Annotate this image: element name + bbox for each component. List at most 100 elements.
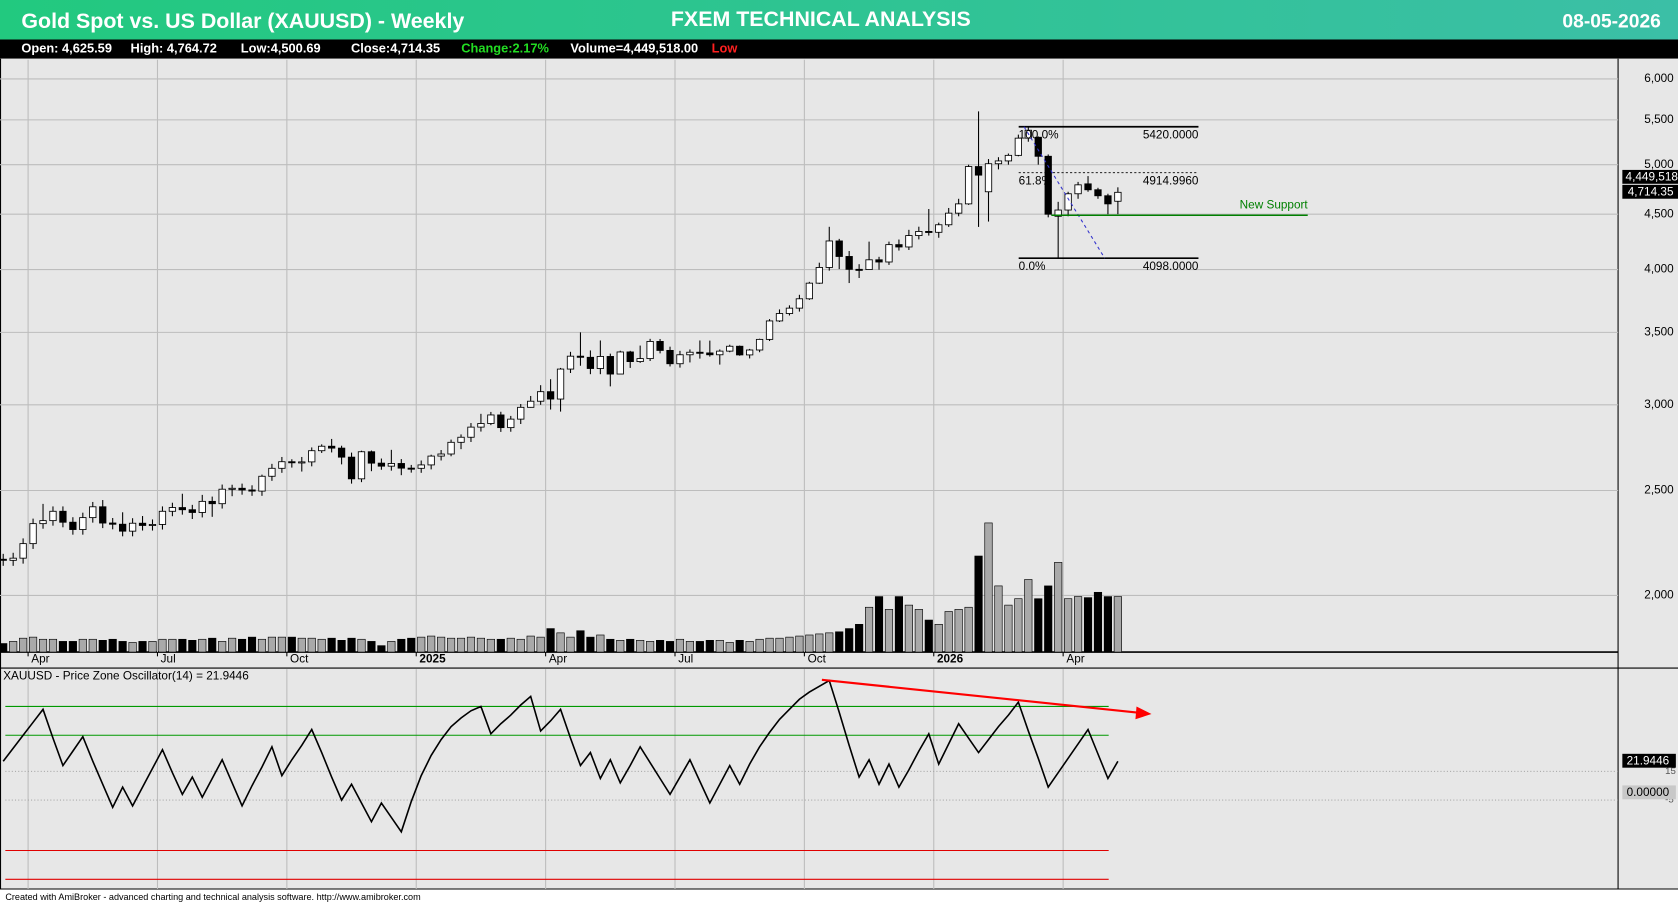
volume-bar (825, 632, 834, 653)
candle-body (1044, 155, 1052, 215)
volume-bar (865, 606, 874, 653)
candle-body (955, 203, 963, 214)
volume-bar (695, 641, 704, 653)
candle-body (497, 414, 505, 429)
candle-body (228, 487, 236, 490)
x-tick-label: Jul (161, 653, 176, 666)
candle-body (736, 345, 744, 356)
candle-body (168, 507, 177, 512)
volume-bar (447, 637, 456, 653)
volume-bar (456, 637, 466, 653)
candle-body (875, 259, 883, 263)
candle-body (447, 441, 455, 455)
candle-body (905, 235, 913, 248)
volume-bar (387, 641, 396, 653)
candle-body (1094, 189, 1102, 197)
volume-bar (526, 635, 535, 653)
zero-label: 0.00000 (1627, 786, 1670, 799)
volume-bar (0, 643, 8, 653)
date: 08-05-2026 (1562, 12, 1660, 33)
volume-bar (397, 638, 406, 653)
candle-body (656, 341, 664, 351)
volume-bar (1103, 596, 1112, 653)
volume-bar (19, 637, 28, 653)
candle-body (746, 349, 754, 356)
footer: Created with AmiBroker - advanced charti… (5, 892, 420, 902)
volume-bar (48, 638, 58, 653)
last-price-box (1622, 184, 1678, 199)
x-tick-label: Apr (549, 653, 567, 666)
volume-bar (337, 640, 346, 653)
volume-bar (795, 635, 804, 653)
candle-body (328, 445, 336, 449)
price-pane: 100.0% 5420.0000 61.8% 4914.9960 0.0% 4098.00… (0, 111, 1308, 653)
x-tick-label: Apr (31, 653, 49, 666)
candle-body (755, 338, 764, 351)
fib-ratio-label: 61.8% (1019, 174, 1053, 187)
volume-bar (29, 636, 38, 653)
candle-body (576, 355, 585, 358)
candle-body (218, 488, 226, 505)
zero-box (1622, 785, 1676, 800)
volume-bar (1064, 598, 1073, 653)
candle-body (716, 350, 724, 356)
volume-bar (218, 641, 227, 653)
volume-bar (287, 636, 296, 653)
volume-bar (138, 641, 147, 653)
candle-body (158, 510, 167, 525)
candle-body (89, 506, 97, 519)
volume-bar (725, 642, 734, 653)
volume-bar (735, 640, 744, 653)
volume-bar (715, 640, 724, 653)
high-text: High: 4,764.72 (131, 40, 217, 55)
candle-body (99, 506, 107, 524)
volume-bar (78, 638, 87, 653)
volume-bar (845, 628, 854, 653)
candle-body (1104, 195, 1112, 205)
candle-body (49, 510, 57, 522)
oscillator-title: XAUUSD - Price Zone Oscillator(14) = 21.… (3, 670, 249, 683)
y-tick-label: 15 (1665, 766, 1676, 777)
candle-body (487, 414, 495, 424)
candle-body (845, 256, 853, 270)
candle-body (785, 307, 794, 314)
candle-body (337, 447, 346, 458)
volume-bar (606, 638, 615, 653)
volume-bar (247, 636, 257, 653)
candle-body (626, 351, 634, 363)
candle-body (1034, 136, 1042, 157)
candle-body (238, 487, 246, 491)
y-tick-label: 6,000 (1644, 72, 1674, 85)
fib-ratio-label: 0.0% (1019, 260, 1046, 273)
candle-body (1014, 137, 1022, 156)
volume-bar (9, 641, 18, 653)
candle-body (596, 356, 604, 369)
fib-trend-line (1023, 126, 1106, 259)
candle-body (357, 451, 366, 480)
volume-bar (1044, 585, 1053, 653)
volume-bar (914, 609, 923, 653)
candle-body (397, 463, 405, 469)
volume-bar (168, 638, 177, 653)
fib-price-label: 5420.0000 (1143, 128, 1199, 141)
volume-bar (785, 636, 794, 653)
candle-body (367, 451, 376, 464)
last-value-box (1622, 753, 1676, 768)
volume-bar (188, 640, 197, 653)
candle-body (915, 231, 923, 236)
volume-bar (745, 641, 754, 653)
volume-bar (1034, 598, 1043, 653)
candle-body (1054, 209, 1062, 217)
volume-bar (1004, 604, 1013, 653)
candle-body (964, 166, 973, 205)
candle-body (208, 500, 216, 505)
y-tick-label: 2,000 (1644, 589, 1674, 602)
volume-bar (884, 609, 894, 653)
candle-body (407, 467, 415, 470)
volume-bar (367, 641, 376, 653)
candle-body (855, 268, 863, 271)
volume-bar (148, 641, 157, 653)
candle-body (119, 523, 127, 532)
candle-body (39, 520, 47, 525)
volume-bar (546, 628, 555, 653)
